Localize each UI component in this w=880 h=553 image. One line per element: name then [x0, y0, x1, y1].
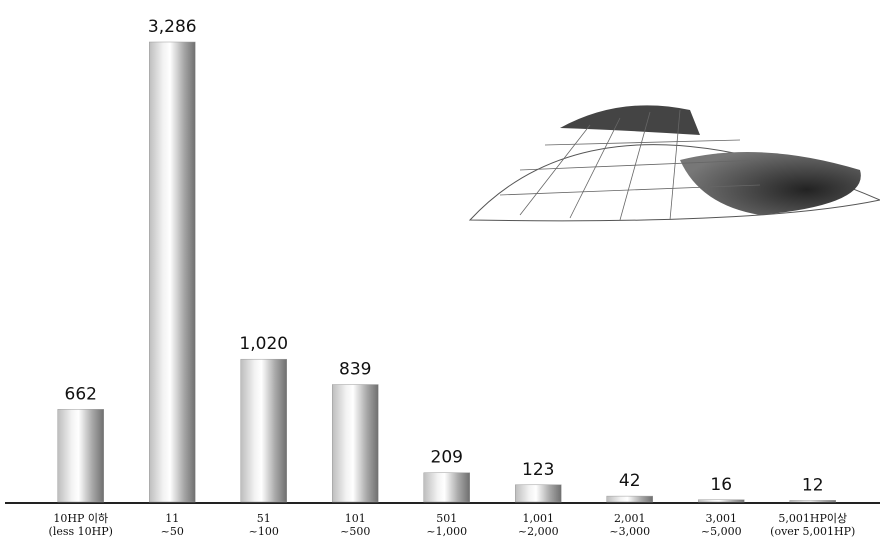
bar [789, 500, 836, 503]
value-label: 3,286 [148, 17, 197, 37]
bar [698, 499, 745, 503]
bar [149, 41, 196, 503]
value-label: 42 [619, 471, 641, 491]
x-tick-label: 10HP 이하 (less 10HP) [48, 512, 113, 538]
value-label: 12 [802, 475, 824, 495]
bar [57, 409, 104, 503]
bar [423, 472, 470, 503]
value-label: 1,020 [239, 334, 288, 354]
value-label: 662 [65, 384, 97, 404]
x-tick-label: 2,001 ~3,000 [609, 512, 651, 538]
value-label: 209 [431, 448, 463, 468]
x-tick-label: 3,001 ~5,000 [700, 512, 742, 538]
x-tick-label: 5,001HP이상 (over 5,001HP) [770, 512, 856, 538]
value-label: 16 [710, 475, 732, 495]
bar [332, 384, 379, 503]
x-tick-label: 101 ~500 [340, 512, 371, 538]
value-label: 839 [339, 360, 371, 380]
bar [240, 358, 287, 503]
value-label: 123 [522, 460, 554, 480]
globe-decoration [468, 105, 880, 222]
x-tick-label: 1,001 ~2,000 [517, 512, 559, 538]
bar [515, 484, 562, 503]
x-tick-label: 11 ~50 [160, 512, 184, 538]
x-tick-label: 51 ~100 [248, 512, 279, 538]
bar [606, 495, 653, 503]
x-tick-label: 501 ~1,000 [426, 512, 468, 538]
